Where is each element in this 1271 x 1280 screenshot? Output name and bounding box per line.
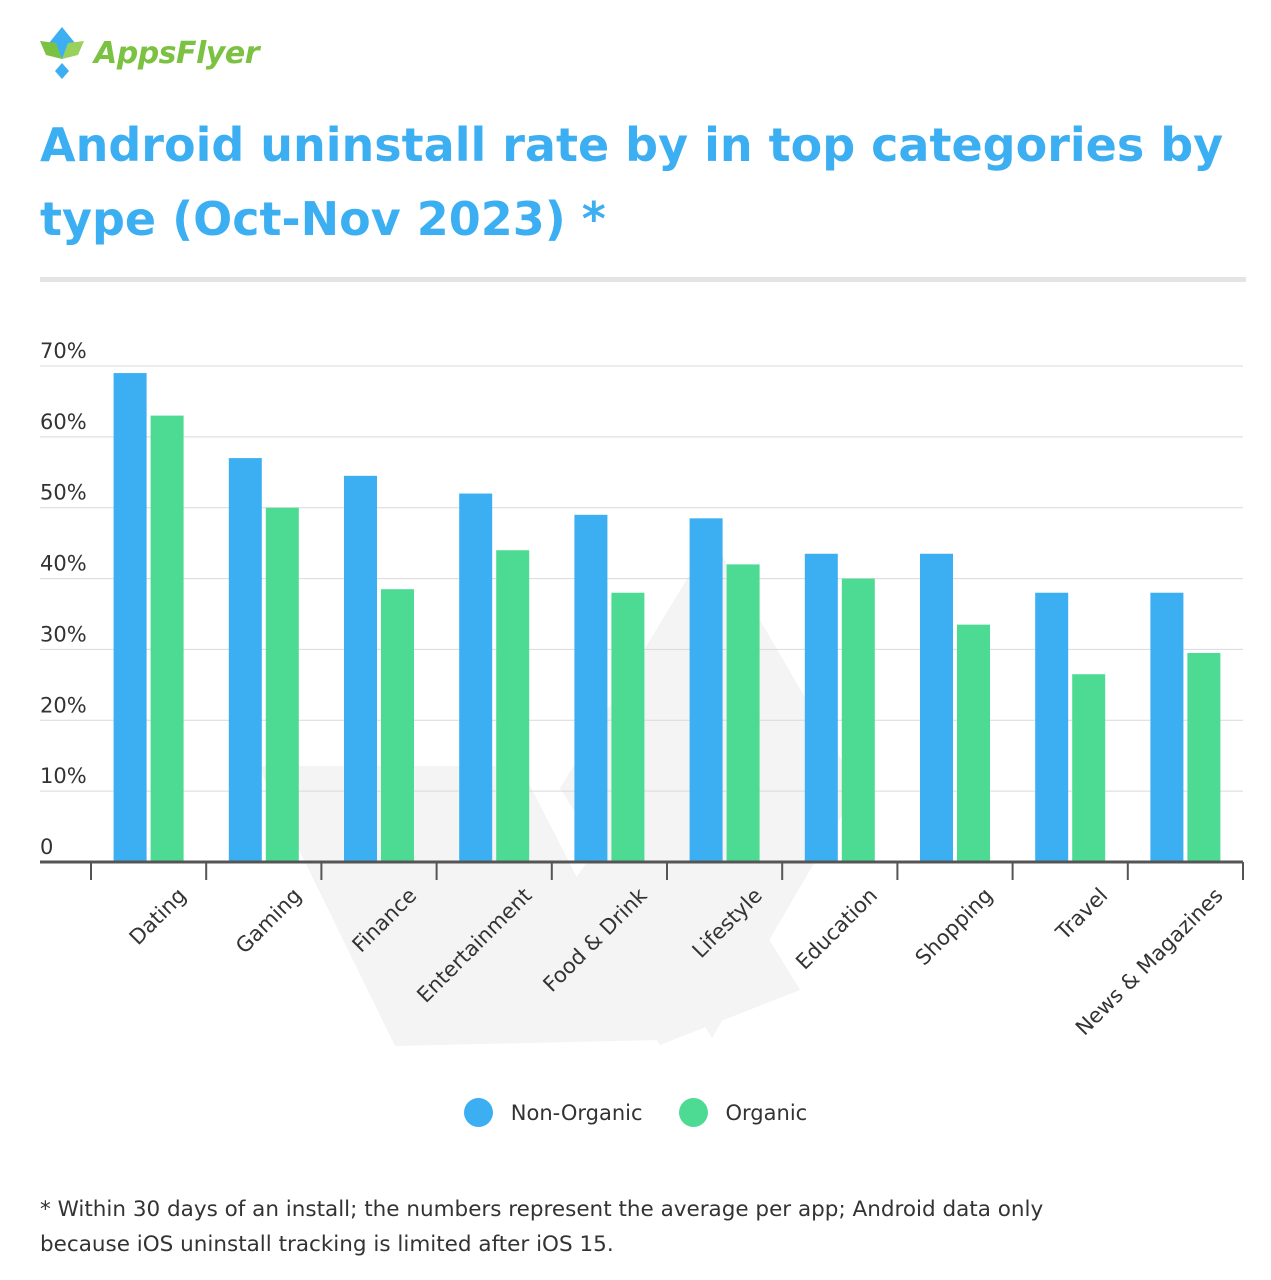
bar-non-organic-education bbox=[804, 553, 838, 862]
bar-non-organic-gaming bbox=[228, 458, 262, 862]
bar-non-organic-news-and-magazines bbox=[1150, 592, 1184, 862]
appsflyer-diamond-logo-icon bbox=[40, 27, 84, 79]
y-tick-label: 50% bbox=[40, 481, 87, 505]
chart-title: Android uninstall rate by in top categor… bbox=[40, 118, 1224, 246]
legend-swatch-non-organic bbox=[463, 1098, 493, 1127]
legend-item-non-organic: Non-Organic bbox=[463, 1098, 643, 1127]
bar-organic-education bbox=[841, 578, 875, 862]
legend-label-non-organic: Non-Organic bbox=[510, 1100, 643, 1125]
y-axis-labels: 0 10% 20% 30% 40% 50% 60% 70% bbox=[40, 339, 87, 859]
x-tick-label-education: Education bbox=[791, 883, 882, 974]
bar-organic-news-and-magazines bbox=[1187, 652, 1221, 862]
bar-non-organic-food-and-drink bbox=[574, 514, 608, 862]
x-tick-label-gaming: Gaming bbox=[231, 883, 306, 958]
legend-label-organic: Organic bbox=[725, 1100, 808, 1125]
y-tick-label: 10% bbox=[40, 764, 87, 788]
bar-organic-lifestyle bbox=[726, 564, 760, 862]
bar-non-organic-shopping bbox=[920, 553, 953, 862]
x-tick-label-travel: Travel bbox=[1051, 883, 1113, 945]
appsflyer-logo: AppsFlyer bbox=[38, 24, 260, 82]
footnote: * Within 30 days of an install; the numb… bbox=[40, 1192, 1240, 1262]
bar-organic-finance bbox=[381, 589, 414, 862]
bar-organic-shopping bbox=[957, 624, 990, 862]
legend: Non-Organic Organic bbox=[0, 1098, 1271, 1127]
axes bbox=[40, 860, 1244, 880]
y-tick-label: 0 bbox=[40, 835, 53, 859]
bars bbox=[113, 373, 1221, 862]
footnote-line-1: * Within 30 days of an install; the numb… bbox=[40, 1197, 1044, 1222]
bar-organic-entertainment bbox=[496, 550, 530, 862]
legend-item-organic: Organic bbox=[678, 1098, 808, 1127]
title-divider bbox=[40, 277, 1246, 282]
bar-non-organic-travel bbox=[1035, 592, 1069, 862]
x-tick-label-shopping: Shopping bbox=[911, 883, 998, 970]
legend-swatch-organic bbox=[678, 1098, 708, 1127]
bar-organic-food-and-drink bbox=[611, 592, 645, 862]
y-tick-label: 30% bbox=[40, 622, 87, 646]
bar-organic-travel bbox=[1072, 674, 1106, 862]
bar-chart: 0 10% 20% 30% 40% 50% 60% 70% Dating Gaming Finan… bbox=[0, 300, 1271, 1070]
y-tick-label: 70% bbox=[40, 339, 87, 363]
bar-non-organic-lifestyle bbox=[689, 518, 723, 862]
bar-chart-svg: 010%20%30%40%50%60%70% Dating Gaming Finan… bbox=[40, 339, 1244, 1046]
y-tick-label: 60% bbox=[40, 410, 87, 434]
bar-non-organic-entertainment bbox=[459, 493, 493, 862]
bar-organic-dating bbox=[150, 415, 184, 862]
logo-wordmark: AppsFlyer bbox=[94, 35, 260, 71]
x-tick-label-dating: Dating bbox=[125, 883, 191, 949]
bar-non-organic-dating bbox=[113, 373, 147, 862]
y-tick-label: 20% bbox=[40, 693, 87, 717]
footnote-line-2: because iOS uninstall tracking is limite… bbox=[40, 1232, 614, 1257]
bar-organic-gaming bbox=[265, 507, 299, 862]
bar-non-organic-finance bbox=[344, 475, 377, 862]
y-tick-label: 40% bbox=[40, 552, 87, 576]
